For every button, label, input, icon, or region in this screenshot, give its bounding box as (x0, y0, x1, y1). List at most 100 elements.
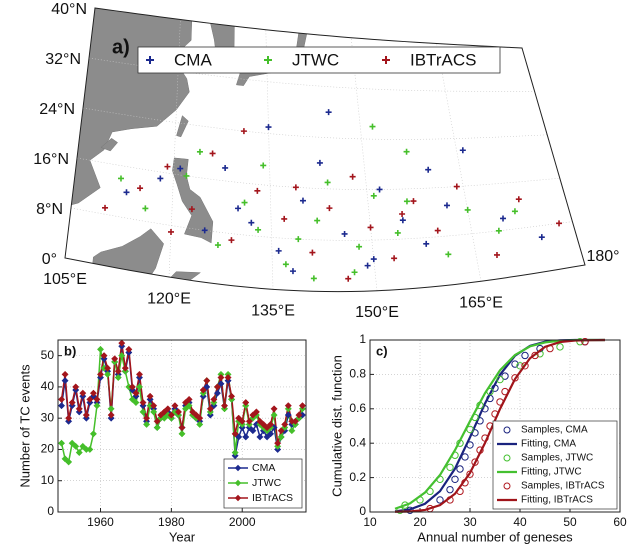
series-marker (114, 367, 122, 375)
series-marker (86, 445, 94, 454)
genesis-point (102, 204, 109, 211)
series-marker (135, 383, 144, 391)
sample-point (581, 338, 589, 346)
genesis-point (538, 234, 545, 241)
genesis-point (177, 165, 184, 172)
y-tick-label: 0 (359, 504, 366, 518)
genesis-point (495, 227, 502, 234)
series-marker (167, 411, 175, 419)
y-tick-label: 16°N (33, 151, 69, 168)
sample-point (511, 360, 519, 368)
legend-label: Samples, IBTrACS (521, 481, 605, 492)
panel-label: b) (64, 343, 76, 358)
series-marker (270, 411, 278, 419)
panel-label: a) (112, 36, 130, 58)
y-tick-label: 0 (47, 504, 54, 518)
series-marker (213, 383, 221, 391)
genesis-point (314, 217, 321, 224)
map-frame (64, 7, 586, 293)
series-marker (68, 398, 76, 407)
genesis-point (376, 186, 383, 193)
sample-point (446, 485, 454, 494)
genesis-point (316, 159, 323, 166)
series-marker (153, 417, 161, 425)
series-marker (100, 352, 108, 360)
genesis-point (434, 227, 441, 234)
x-tick-label: 1960 (87, 515, 114, 529)
series-marker (72, 383, 80, 391)
points (102, 109, 563, 282)
series-marker (150, 402, 158, 410)
series-marker (75, 449, 83, 457)
series-group (57, 339, 307, 466)
legend-label: Fitting, JTWC (521, 467, 582, 478)
y-tick-label: 30 (41, 410, 55, 424)
genesis-point (240, 128, 247, 135)
genesis-point (188, 206, 195, 213)
sample-point (436, 496, 444, 504)
series-marker (185, 395, 193, 403)
series-marker (104, 364, 112, 372)
genesis-point (310, 275, 317, 282)
series-marker (217, 373, 225, 382)
y-tick-label: 0.2 (349, 470, 366, 484)
sample-point (456, 465, 464, 473)
y-tick-label: 0.8 (349, 367, 366, 381)
series-marker (277, 427, 285, 435)
series-marker (132, 389, 140, 397)
genesis-point (500, 215, 507, 222)
series-marker (220, 402, 229, 410)
series-marker (224, 373, 232, 382)
series-marker (267, 420, 275, 428)
series-marker (231, 449, 239, 457)
legend-label: IBTrACS (252, 492, 293, 504)
series-marker (86, 395, 94, 403)
series-marker (174, 408, 183, 416)
series-marker (189, 408, 197, 416)
genesis-point (183, 172, 190, 179)
genesis-point (248, 219, 255, 226)
fit-line (394, 338, 606, 513)
legend-marker (503, 482, 511, 490)
y-tick-label: 0° (42, 251, 57, 268)
series-marker (57, 439, 66, 447)
genesis-point (309, 249, 316, 256)
x-tick-label: 10 (363, 515, 377, 529)
sample-point (501, 372, 509, 380)
genesis-point (167, 228, 174, 235)
genesis-point (370, 192, 377, 199)
genesis-point (493, 251, 500, 258)
genesis-point (399, 211, 406, 218)
grid-line (82, 107, 548, 140)
legend-label: JTWC (292, 50, 339, 69)
x-tick-label: 180° (586, 248, 619, 265)
series-marker (153, 424, 161, 432)
legend-label: Fitting, CMA (521, 439, 576, 450)
series-marker (277, 433, 285, 441)
series-marker (114, 373, 122, 382)
genesis-point (464, 206, 471, 213)
genesis-point (214, 242, 221, 249)
series-marker (206, 405, 214, 413)
y-tick-label: 40 (41, 379, 55, 393)
x-tick-label: 165°E (459, 294, 503, 311)
series-marker (96, 345, 105, 353)
genesis-point (443, 202, 450, 209)
genesis-point (260, 162, 267, 169)
series-marker (249, 427, 257, 435)
panel-label: c) (376, 343, 388, 358)
series-marker (93, 402, 101, 410)
genesis-point (292, 184, 299, 191)
grid-line (350, 37, 378, 291)
grid-line (436, 43, 482, 282)
series-marker (72, 442, 80, 450)
legend-marker (503, 426, 511, 434)
genesis-point (222, 164, 229, 171)
genesis-point (123, 189, 130, 196)
x-tick-label: 60 (613, 515, 627, 529)
genesis-point (356, 243, 363, 250)
genesis-point (399, 217, 406, 224)
genesis-point (228, 237, 235, 244)
series-marker (178, 430, 186, 438)
genesis-point (281, 215, 288, 222)
